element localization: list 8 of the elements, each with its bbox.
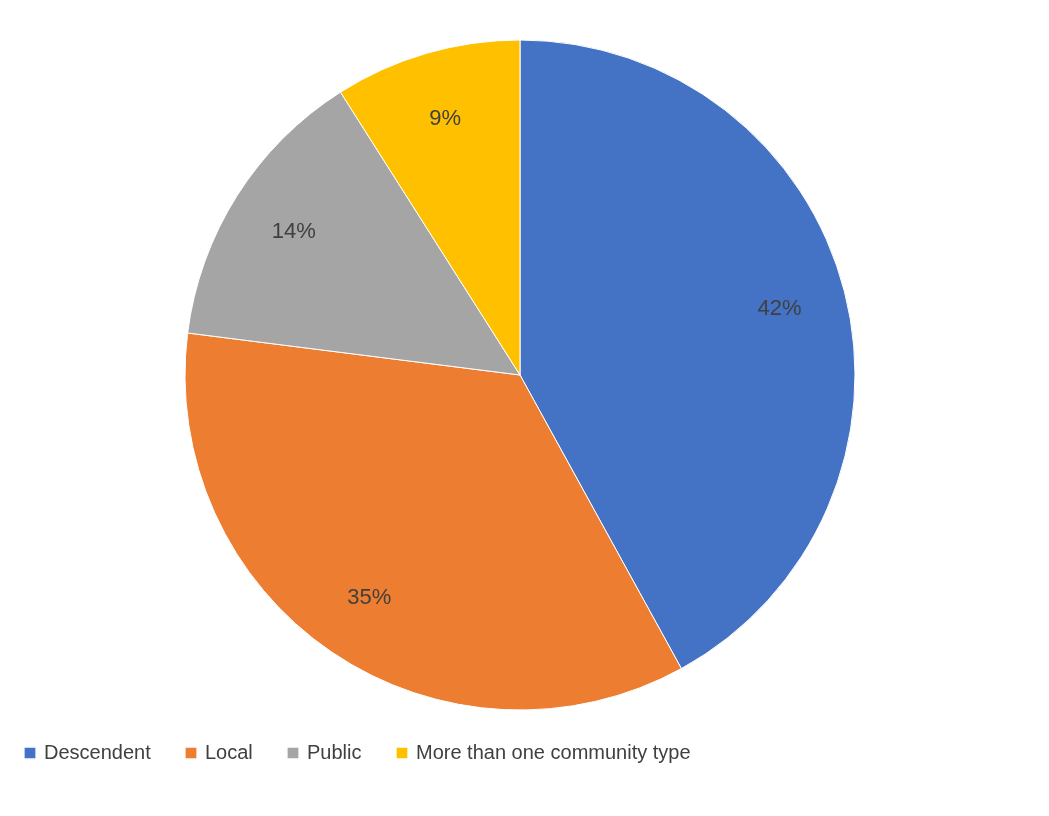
data-label: 42%	[757, 295, 802, 321]
data-label: 9%	[429, 104, 462, 130]
legend-label: Descendent	[44, 741, 152, 763]
legend-label: Local	[205, 741, 253, 763]
legend-label: Public	[307, 741, 362, 763]
data-label: 35%	[347, 583, 392, 609]
legend-label: More than one community type	[416, 741, 691, 763]
data-label: 14%	[271, 218, 316, 244]
